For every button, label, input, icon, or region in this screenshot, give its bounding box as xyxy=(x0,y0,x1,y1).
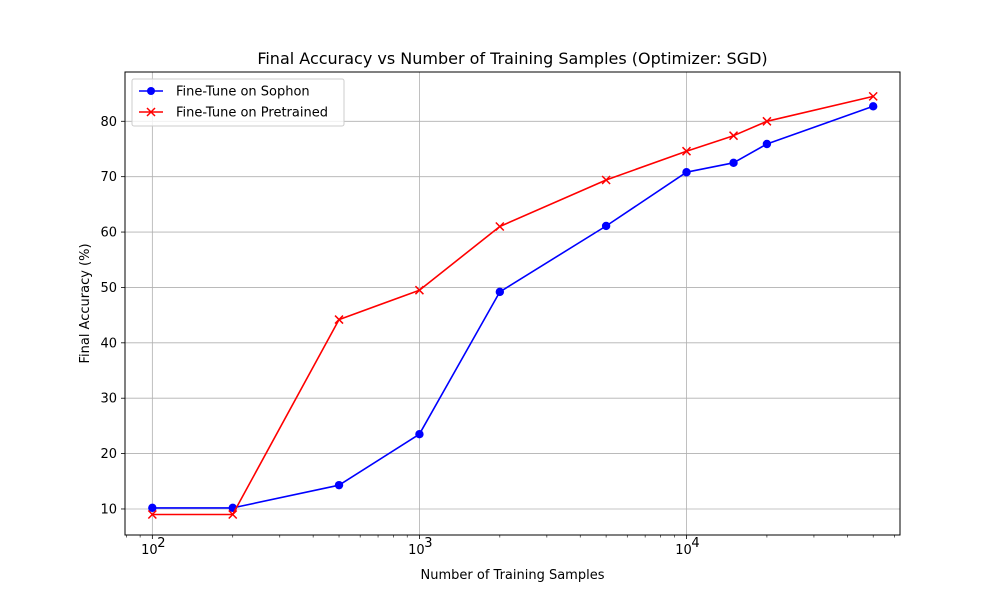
data-point xyxy=(415,430,424,439)
x-tick-exponent: 3 xyxy=(424,536,432,551)
x-tick-label: 10 xyxy=(675,543,692,558)
data-point xyxy=(762,139,772,149)
chart-title: Final Accuracy vs Number of Training Sam… xyxy=(257,49,767,68)
y-tick-label: 20 xyxy=(100,447,117,462)
data-point xyxy=(868,102,878,111)
legend-label-pretrained: Fine-Tune on Pretrained xyxy=(176,106,328,121)
series-line-0 xyxy=(152,105,874,509)
legend: Fine-Tune on Sophon Fine-Tune on Pretrai… xyxy=(131,78,345,127)
y-tick-label: 80 xyxy=(100,115,117,130)
y-axis-label: Final Accuracy (%) xyxy=(78,243,93,363)
x-tick-label: 10 xyxy=(141,543,158,558)
legend-box xyxy=(131,78,345,127)
data-point xyxy=(228,509,238,520)
y-tick-label: 50 xyxy=(100,281,117,296)
data-point xyxy=(601,221,611,231)
x-tick-exponent: 2 xyxy=(157,536,165,551)
data-point xyxy=(868,91,878,101)
data-point xyxy=(729,131,739,141)
y-tick-label: 30 xyxy=(100,392,117,407)
legend-marker-pretrained xyxy=(146,107,156,117)
data-point xyxy=(681,146,692,156)
data-point xyxy=(148,503,157,513)
data-point xyxy=(495,287,505,297)
data-point xyxy=(729,158,738,168)
data-point xyxy=(414,285,424,295)
x-axis-label: Number of Training Samples xyxy=(421,568,605,583)
y-tick-label: 10 xyxy=(100,502,117,517)
data-point xyxy=(495,221,505,232)
data-point xyxy=(334,315,344,325)
plot-area-frame xyxy=(124,71,901,536)
x-tick-exponent: 4 xyxy=(691,536,699,551)
grid-lines xyxy=(125,72,900,535)
data-point xyxy=(682,168,691,177)
data-point xyxy=(762,116,772,126)
series-line-1 xyxy=(152,95,874,516)
y-tick-label: 40 xyxy=(100,336,117,351)
data-point xyxy=(601,175,611,185)
data-point xyxy=(334,480,344,490)
legend-marker-sophon xyxy=(147,87,155,95)
y-tick-label: 70 xyxy=(100,170,117,185)
legend-label-sophon: Fine-Tune on Sophon xyxy=(176,85,310,100)
x-tick-label: 10 xyxy=(408,543,425,558)
data-point xyxy=(147,509,157,520)
y-tick-label: 60 xyxy=(100,226,117,241)
series-layer xyxy=(147,91,878,520)
